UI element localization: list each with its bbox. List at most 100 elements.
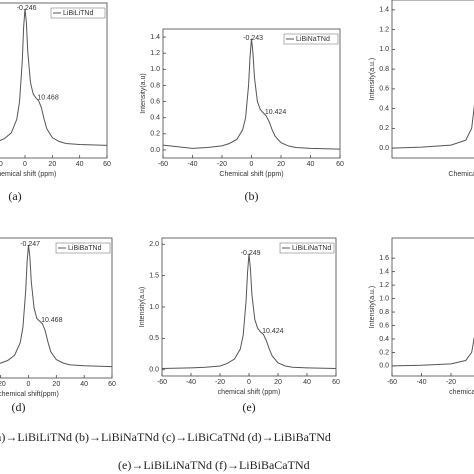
y-axis-label: Intensity(a.u.): [369, 58, 376, 100]
y-tick-label: 0.0: [379, 145, 389, 152]
x-tick-label: 60: [336, 161, 344, 168]
x-tick-label: -60: [157, 379, 167, 386]
y-axis-label: Intensity(a.u): [139, 287, 146, 327]
y-tick-label: 0.6: [379, 86, 389, 93]
y-tick-label: 1.2: [379, 26, 389, 33]
legend-box: [50, 7, 106, 19]
caption-line: (e)→LiBiLiNaTNd (f)→LiBiBaCaTNd: [118, 458, 310, 472]
legend-label: LiBiLiTNd: [63, 10, 93, 17]
spectrum-line: [0, 8, 108, 146]
x-axis-label: chemical shift (ppm): [218, 389, 281, 396]
legend-box: [279, 242, 335, 254]
x-tick-label: -60: [387, 379, 397, 386]
y-tick-label: 1.4: [379, 269, 389, 276]
spectrum-line: [391, 104, 474, 149]
y-tick-label: 1.2: [379, 282, 389, 289]
plot-frame: [0, 2, 108, 159]
y-tick-label: 1.5: [149, 272, 159, 279]
legend-label: LiBiNaTNd: [296, 36, 330, 43]
y-tick-label: 1.0: [150, 66, 160, 73]
plot-frame: [0, 237, 113, 379]
x-tick-label: 20: [277, 161, 285, 168]
x-tick-label: -20: [215, 379, 225, 386]
y-tick-label: 1.0: [379, 295, 389, 302]
caption-line: (a)→LiBiLiTNd (b)→LiBiNaTNd (c)→LiBiCaTN…: [0, 430, 331, 444]
x-tick-label: 0: [23, 161, 27, 168]
x-tick-label: -20: [217, 161, 227, 168]
y-tick-label: 1.4: [379, 7, 389, 14]
panel-caption: (a): [8, 189, 21, 203]
panel-caption: (b): [245, 189, 259, 203]
legend-label: LiBiLiNaTNd: [292, 245, 331, 252]
x-tick-label: -40: [416, 379, 426, 386]
x-tick-label: 40: [80, 381, 88, 388]
y-tick-label: 0.8: [379, 309, 389, 316]
panel-caption: (d): [12, 400, 26, 414]
y-tick-label: 0.2: [150, 131, 160, 138]
peak-label: 10.424: [265, 109, 287, 116]
x-tick-label: -60: [158, 161, 168, 168]
y-tick-label: 1.6: [379, 255, 389, 262]
peak-label: 10.468: [41, 317, 63, 324]
x-tick-label: 40: [76, 161, 84, 168]
peak-label: -0.243: [243, 35, 263, 42]
x-tick-label: 0: [250, 161, 254, 168]
x-axis-label: chemical shift (ppm): [0, 171, 56, 178]
y-tick-label: 0.5: [149, 335, 159, 342]
spectrum-line: [161, 253, 337, 369]
y-tick-label: 0.4: [379, 105, 389, 112]
spectrum-line: [391, 336, 474, 367]
plot-frame: [162, 28, 341, 159]
x-axis-label: Chemical shift (ppm): [448, 171, 474, 178]
x-tick-label: 40: [303, 379, 311, 386]
y-tick-label: 1.2: [150, 50, 160, 57]
x-tick-label: 60: [108, 381, 116, 388]
y-tick-label: 0.0: [149, 367, 159, 374]
x-tick-label: 40: [307, 161, 315, 168]
y-tick-label: 2.0: [149, 241, 159, 248]
spectrum-line: [162, 38, 341, 150]
x-axis-label: chemical shift (ppm): [449, 389, 474, 396]
y-tick-label: 0.8: [379, 66, 389, 73]
legend-label: LiBiBaTNd: [68, 245, 102, 252]
plot-frame: [391, 237, 474, 377]
x-tick-label: 60: [332, 379, 340, 386]
peak-label: -0.249: [241, 250, 261, 257]
x-tick-label: 20: [274, 379, 282, 386]
y-tick-label: 0.0: [150, 147, 160, 154]
legend-box: [283, 33, 339, 45]
x-tick-label: -20: [0, 381, 6, 388]
y-tick-label: 0.4: [379, 336, 389, 343]
legend-box: [55, 242, 111, 254]
y-axis-label: Intensity(a.u): [140, 73, 147, 113]
spectrum-line: [0, 244, 113, 368]
y-tick-label: 1.4: [150, 34, 160, 41]
y-tick-label: 1.0: [149, 304, 159, 311]
x-tick-label: 0: [247, 379, 251, 386]
y-tick-label: 0.2: [379, 349, 389, 356]
y-tick-label: 0.2: [379, 125, 389, 132]
x-tick-label: -40: [187, 161, 197, 168]
x-axis-label: Chemical shift (ppm): [219, 171, 283, 178]
plot-frame: [391, 0, 474, 159]
y-tick-label: 0.8: [150, 82, 160, 89]
y-tick-label: 0.6: [150, 98, 160, 105]
panel-caption: (e): [242, 400, 255, 414]
y-tick-label: 0.6: [379, 322, 389, 329]
peak-label: 10.468: [37, 94, 59, 101]
x-tick-label: 20: [48, 161, 56, 168]
x-axis-label: chemical shift(ppm): [0, 391, 59, 398]
x-tick-label: -20: [0, 161, 3, 168]
y-tick-label: 1.0: [379, 46, 389, 53]
x-tick-label: 60: [103, 161, 111, 168]
peak-label: -0.247: [20, 241, 40, 248]
peak-label: 10.424: [262, 328, 284, 335]
x-tick-label: 0: [27, 381, 31, 388]
x-tick-label: 20: [52, 381, 60, 388]
y-tick-label: 0.4: [150, 115, 160, 122]
y-axis-label: Intensity(a.u.): [369, 286, 376, 328]
x-tick-label: -20: [446, 379, 456, 386]
peak-label: -0.246: [17, 5, 37, 12]
y-tick-label: 0.0: [379, 363, 389, 370]
